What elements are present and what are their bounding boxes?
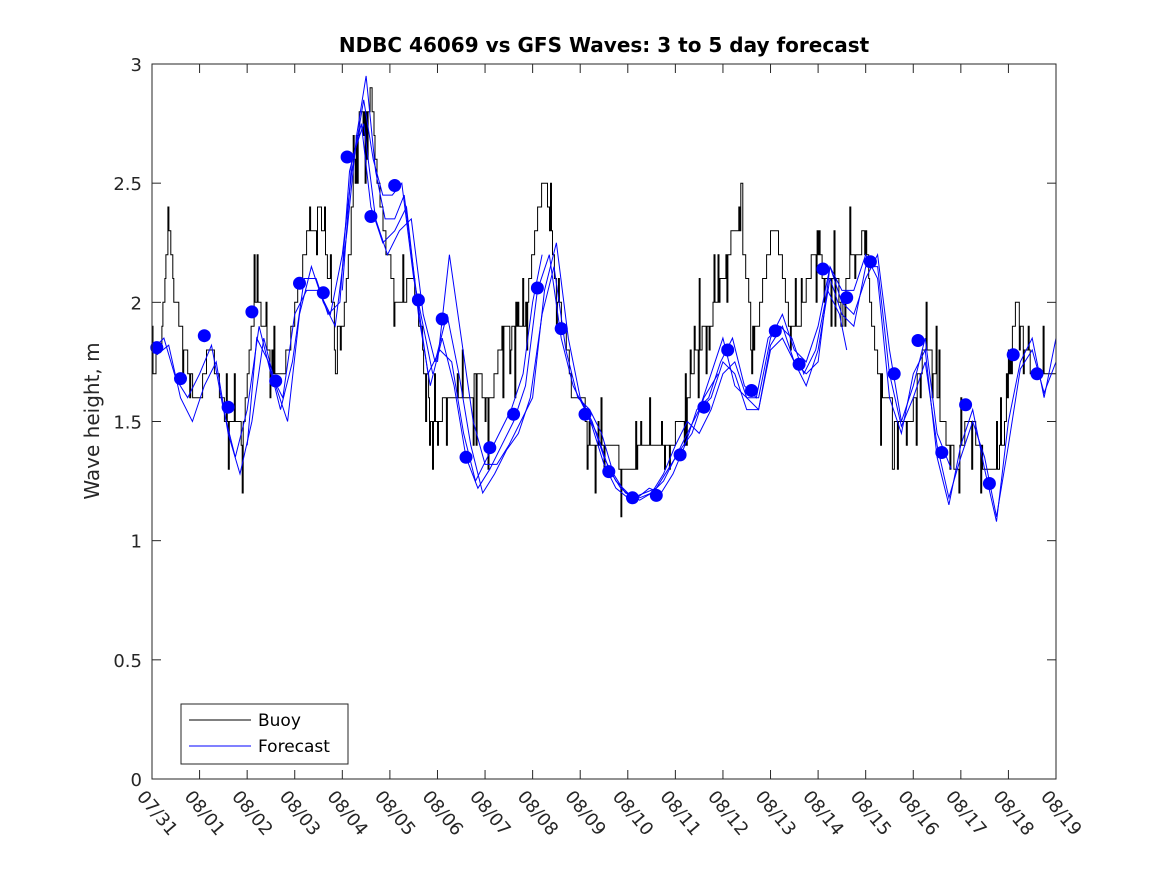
forecast-marker bbox=[721, 343, 735, 357]
forecast-marker bbox=[388, 179, 402, 192]
x-tick-label: 08/09 bbox=[560, 787, 609, 840]
forecast-marker bbox=[150, 341, 164, 355]
forecast-series-line-4 bbox=[341, 123, 848, 499]
legend-buoy-label: Buoy bbox=[258, 711, 301, 731]
forecast-marker bbox=[959, 398, 973, 412]
forecast-marker bbox=[768, 324, 782, 338]
forecast-marker bbox=[197, 329, 211, 343]
x-tick-label: 08/15 bbox=[846, 787, 895, 840]
legend: Buoy Forecast bbox=[180, 703, 349, 765]
legend-box bbox=[180, 703, 349, 765]
forecast-marker bbox=[887, 367, 901, 381]
x-tick-label: 08/16 bbox=[893, 787, 942, 840]
forecast-marker bbox=[340, 150, 354, 164]
x-tick-label: 08/19 bbox=[1036, 787, 1085, 840]
forecast-marker bbox=[792, 357, 806, 371]
forecast-marker bbox=[840, 291, 854, 305]
forecast-marker bbox=[554, 322, 568, 336]
forecast-marker bbox=[1030, 367, 1044, 381]
forecast-series-line-6 bbox=[579, 266, 1056, 517]
y-tick-label: 0 bbox=[131, 770, 142, 791]
axes-box bbox=[151, 63, 1057, 780]
y-tick-label: 2 bbox=[131, 293, 142, 314]
legend-forecast-label: Forecast bbox=[258, 737, 330, 757]
y-tick-label: 2.5 bbox=[113, 174, 142, 195]
x-tick-label: 08/12 bbox=[703, 787, 752, 840]
forecast-marker bbox=[626, 491, 639, 505]
x-tick-label: 08/03 bbox=[275, 787, 324, 840]
forecast-marker bbox=[863, 255, 877, 269]
chart-title: NDBC 46069 vs GFS Waves: 3 to 5 day fore… bbox=[339, 33, 870, 57]
forecast-marker bbox=[578, 407, 592, 421]
forecast-marker bbox=[911, 334, 925, 347]
x-tick-label: 08/14 bbox=[798, 787, 847, 840]
x-tick-label: 08/02 bbox=[227, 787, 276, 840]
x-tick-label: 08/05 bbox=[370, 787, 419, 840]
x-tick-labels: 07/3108/0108/0208/0308/0408/0508/0608/07… bbox=[132, 787, 1085, 840]
y-tick-label: 0.5 bbox=[113, 651, 142, 672]
forecast-marker bbox=[459, 450, 473, 464]
forecast-marker bbox=[982, 477, 996, 490]
y-tick-labels: 0 0.5 1 1.5 2 2.5 3 bbox=[113, 55, 142, 791]
x-tick-label: 08/04 bbox=[322, 787, 371, 840]
forecast-marker bbox=[697, 400, 711, 414]
y-tick-label: 3 bbox=[131, 55, 142, 76]
series-layer bbox=[152, 75, 1056, 522]
forecast-marker bbox=[816, 262, 830, 276]
forecast-marker bbox=[1006, 348, 1020, 362]
forecast-marker bbox=[483, 441, 497, 455]
x-tick-label: 08/18 bbox=[989, 787, 1038, 840]
forecast-marker bbox=[935, 446, 949, 459]
forecast-marker bbox=[245, 305, 259, 319]
x-tick-label: 08/01 bbox=[180, 787, 229, 840]
axis-ticks bbox=[151, 63, 1057, 780]
forecast-marker bbox=[364, 210, 378, 223]
forecast-series-line-5 bbox=[437, 242, 952, 501]
forecast-marker bbox=[269, 374, 283, 388]
y-axis-label: Wave height, m bbox=[80, 342, 104, 499]
forecast-marker bbox=[435, 312, 449, 326]
x-tick-label: 08/10 bbox=[608, 787, 657, 840]
x-tick-label: 08/07 bbox=[465, 787, 514, 840]
forecast-marker bbox=[507, 407, 521, 421]
forecast-marker bbox=[673, 448, 687, 462]
x-tick-label: 08/13 bbox=[751, 787, 800, 840]
x-tick-label: 08/08 bbox=[513, 787, 562, 840]
forecast-marker bbox=[649, 488, 663, 502]
forecast-marker bbox=[221, 400, 235, 414]
y-tick-label: 1.5 bbox=[113, 413, 142, 434]
x-tick-label: 08/11 bbox=[656, 787, 705, 840]
forecast-marker bbox=[411, 293, 425, 307]
forecast-marker bbox=[316, 286, 330, 300]
forecast-marker bbox=[174, 372, 187, 386]
forecast-series-line-7 bbox=[698, 253, 1056, 522]
forecast-marker bbox=[745, 384, 758, 397]
y-tick-label: 1 bbox=[131, 532, 142, 553]
x-tick-label: 08/06 bbox=[418, 787, 467, 840]
forecast-marker bbox=[602, 465, 616, 479]
x-tick-label: 08/17 bbox=[941, 787, 990, 840]
x-tick-label: 07/31 bbox=[132, 787, 181, 840]
marker-layer bbox=[150, 150, 1044, 505]
forecast-marker bbox=[293, 276, 306, 290]
forecast-marker bbox=[530, 281, 544, 295]
